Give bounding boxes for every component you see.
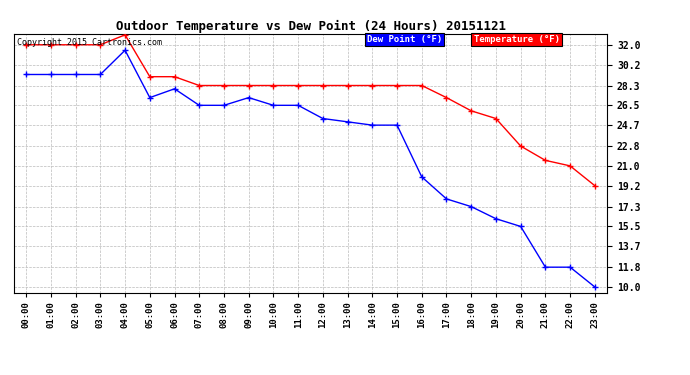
Title: Outdoor Temperature vs Dew Point (24 Hours) 20151121: Outdoor Temperature vs Dew Point (24 Hou… <box>115 20 506 33</box>
Text: Temperature (°F): Temperature (°F) <box>474 35 560 44</box>
Text: Copyright 2015 Cartronics.com: Copyright 2015 Cartronics.com <box>17 38 161 46</box>
Text: Dew Point (°F): Dew Point (°F) <box>367 35 442 44</box>
